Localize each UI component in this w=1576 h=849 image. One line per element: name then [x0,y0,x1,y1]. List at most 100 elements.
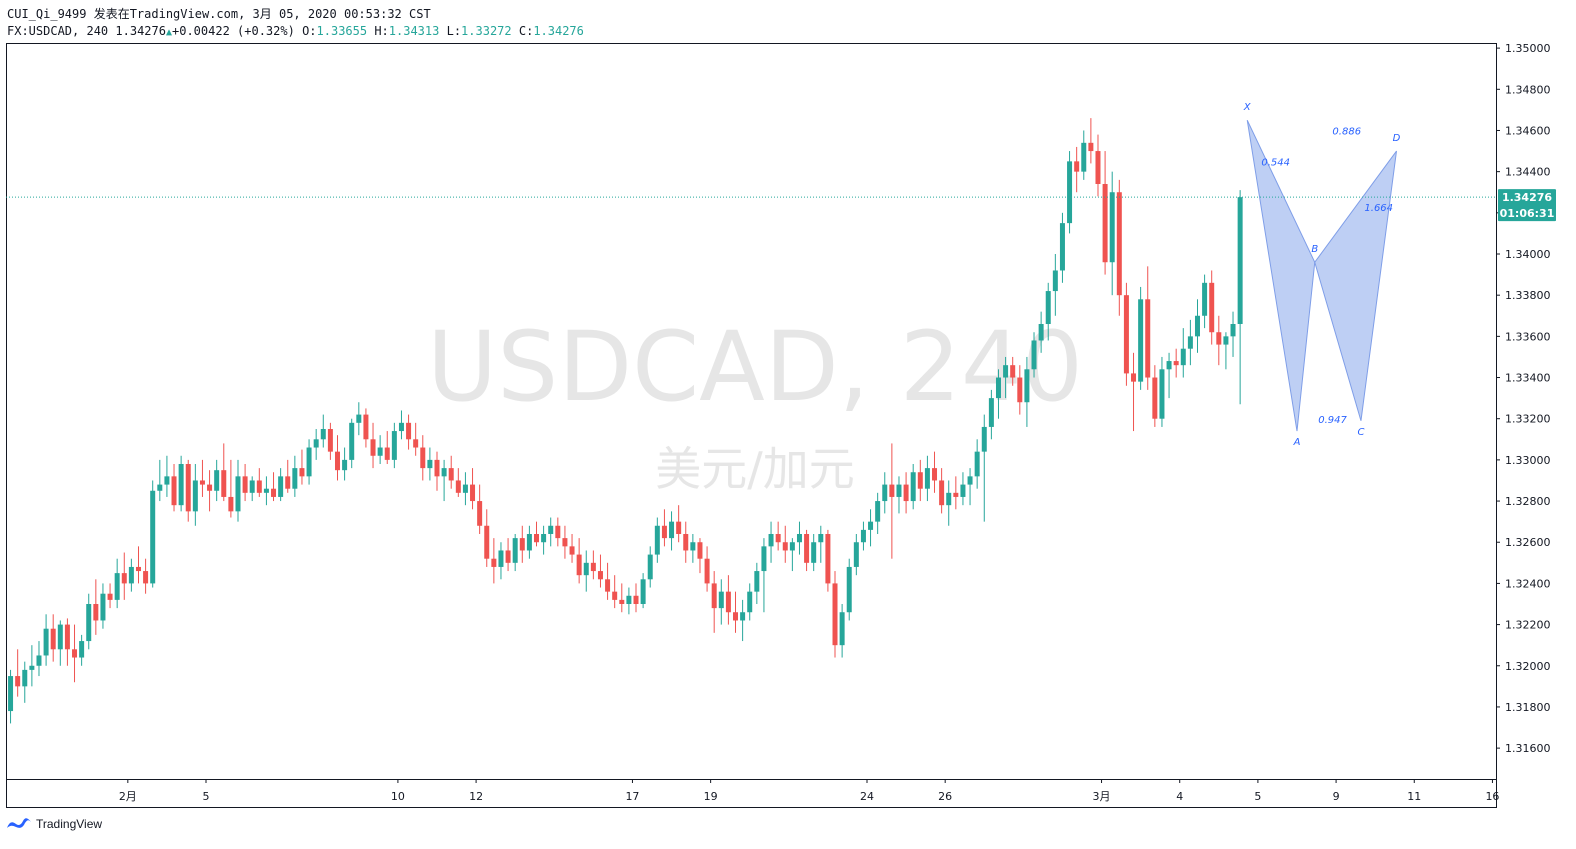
candle-body [477,501,483,526]
candle-body [484,525,490,559]
candle-body [299,468,305,477]
chart-header-publisher: CUI_Qi_9499 发表在TradingView.com, 3月 05, 2… [7,7,431,21]
candle-body [832,583,838,646]
candle-body [313,439,319,448]
candle-body [8,676,14,712]
harmonic-pattern[interactable] [1246,119,1397,432]
candle-body [768,534,774,547]
candle-body [1187,336,1193,349]
candle-body [960,484,966,497]
candle-body [1045,291,1051,324]
candle-body [789,542,795,551]
candle-body [427,459,433,469]
time-tick-label: 17 [625,790,639,803]
candle-body [754,571,760,592]
low-value: 1.33272 [461,24,512,38]
pattern-bcd-triangle[interactable] [1314,150,1397,421]
price-tick-label: 1.34600 [1505,124,1551,137]
candle-body [1194,315,1200,337]
price-tick-label: 1.33200 [1505,413,1551,426]
candle-body [818,534,824,543]
candle-body [1145,299,1151,378]
candle-body [775,534,781,543]
candle-body [57,624,63,650]
candle-body [612,591,618,600]
candle-body [228,496,234,512]
pattern-point-b: B [1311,244,1318,255]
price-tick-label: 1.32600 [1505,536,1551,549]
candle-body [796,534,802,543]
price-tick-label: 1.32800 [1505,495,1551,508]
candle-body [924,468,930,489]
price-tick-label: 1.32000 [1505,660,1551,673]
candle-body [889,484,895,497]
candle-body [1031,340,1037,370]
candle-body [384,447,390,460]
candle-body [256,480,262,493]
candle-body [1159,369,1165,419]
pattern-ratio-label: 0.947 [1318,415,1347,426]
candle-body [249,480,255,493]
price-tick-label: 1.34000 [1505,248,1551,261]
open-label: O: [302,24,317,38]
price-axis[interactable]: 1.31600 1.31800 1.32000 1.32200 1.32400 1.326… [1496,42,1551,755]
pattern-ratio-label: 1.664 [1364,203,1393,214]
candle-body [43,628,49,656]
time-axis[interactable]: 2月 5 10 12 17 19 24 26 3月 4 5 9 11 16 [119,779,1500,803]
chart-header-ohlc: FX:USDCAD, 240 1.34276▲+0.00422 (+0.32%)… [7,24,584,38]
high-label: H: [374,24,389,38]
time-tick-label: 5 [1254,790,1261,803]
candles [8,118,1243,724]
candle-body [761,546,767,572]
candle-body [1166,361,1172,370]
candle-body [292,468,298,489]
candle-body [1230,324,1236,337]
candle-body [1216,332,1222,345]
candle-body [1024,369,1030,403]
price-tick-label: 1.34400 [1505,166,1551,179]
candle-body [640,579,646,604]
candle-body [356,414,362,423]
candle-body [647,554,653,580]
candle-body [839,612,845,646]
candle-body [1003,365,1009,378]
candle-body [1059,223,1065,271]
candle-body [569,546,575,555]
candle-body [29,665,35,670]
candle-body [896,484,902,497]
candle-body [263,488,269,493]
tradingview-brand[interactable]: TradingView [6,816,102,832]
candle-body [285,476,291,489]
candle-body [1052,270,1058,292]
close-value: 1.34276 [533,24,584,38]
price-tick-label: 1.32400 [1505,577,1551,590]
candle-body [185,464,191,512]
pattern-xab-triangle[interactable] [1246,119,1316,432]
price-tick-label: 1.34800 [1505,83,1551,96]
candle-body [1074,161,1080,172]
candle-body [157,484,163,491]
candle-body [242,476,248,493]
time-tick-label: 12 [469,790,483,803]
candle-body [214,470,220,491]
candle-body [903,484,909,502]
candle-body [1088,142,1094,152]
candle-body [114,573,120,600]
candle-body [278,476,284,497]
candle-body [178,464,184,506]
candle-body [413,439,419,448]
candle-body [725,591,731,613]
candle-body [462,484,468,493]
time-tick-label: 11 [1407,790,1421,803]
candle-body [711,583,717,609]
candle-body [107,593,113,600]
candle-body [669,521,675,539]
candle-body [121,573,127,584]
watermark-description: 美元/加元 [655,442,855,496]
symbol-interval[interactable]: FX:USDCAD, 240 [7,24,109,38]
candle-body [434,459,440,477]
candle-body [626,595,632,604]
candle-body [1095,151,1101,184]
price-tick-label: 1.31600 [1505,742,1551,755]
